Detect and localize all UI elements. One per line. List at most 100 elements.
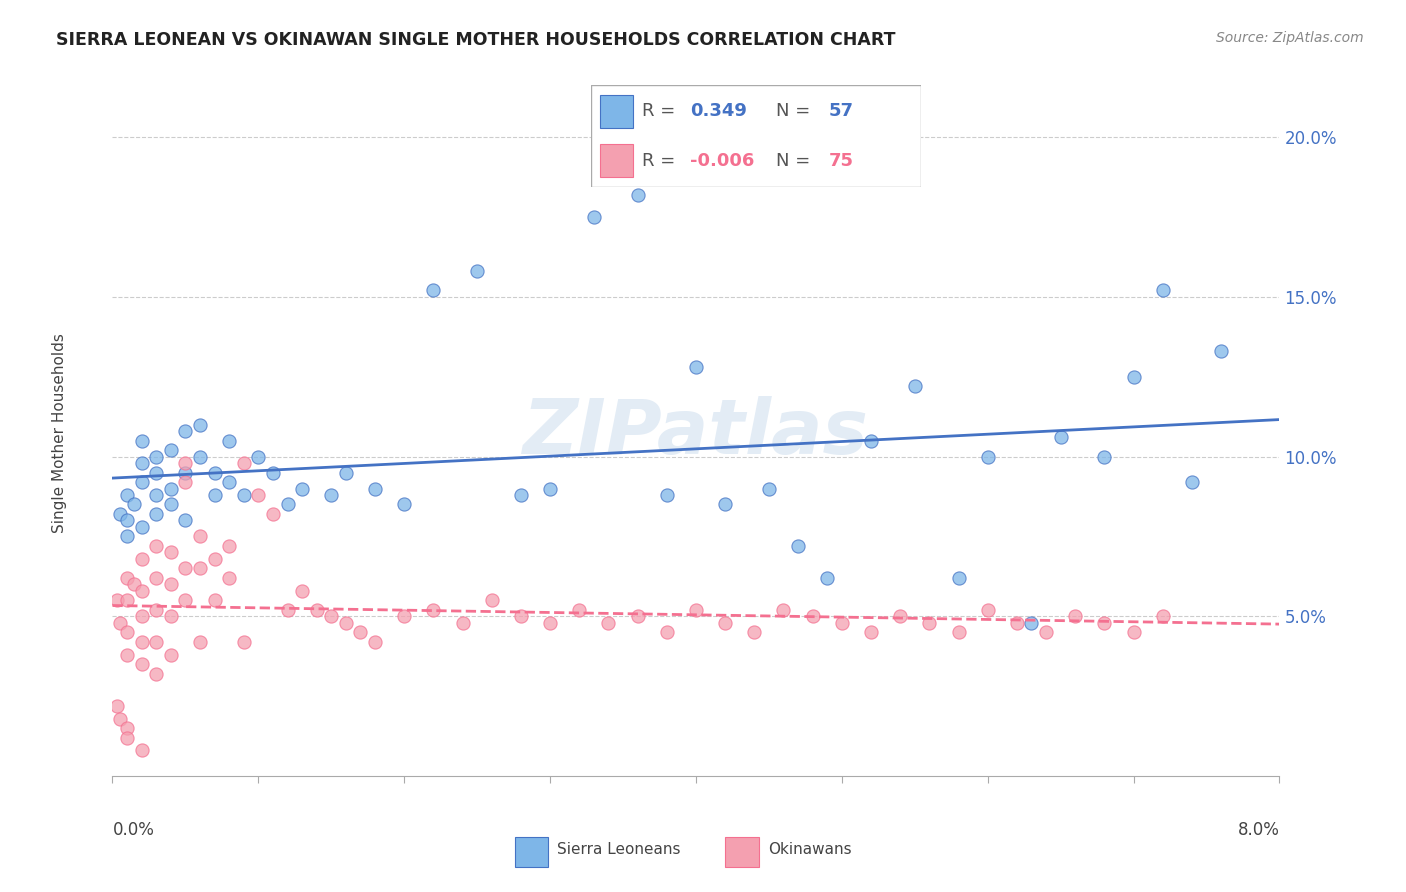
Point xyxy=(160,482,183,496)
Point xyxy=(582,210,605,224)
Point xyxy=(188,561,211,575)
Point xyxy=(218,571,240,585)
Point xyxy=(174,456,197,470)
Point xyxy=(1094,450,1116,464)
Point xyxy=(204,593,226,607)
Point xyxy=(247,450,270,464)
Point xyxy=(145,666,167,681)
Point xyxy=(598,615,620,630)
Point xyxy=(145,539,167,553)
Point xyxy=(131,635,153,649)
Point xyxy=(742,625,765,640)
Point xyxy=(160,443,183,458)
Point xyxy=(1094,615,1116,630)
Point xyxy=(131,475,153,490)
Text: SIERRA LEONEAN VS OKINAWAN SINGLE MOTHER HOUSEHOLDS CORRELATION CHART: SIERRA LEONEAN VS OKINAWAN SINGLE MOTHER… xyxy=(56,31,896,49)
Point xyxy=(108,615,131,630)
Point xyxy=(626,609,648,624)
Point xyxy=(115,648,138,662)
Point xyxy=(976,603,998,617)
Point xyxy=(758,482,780,496)
Point xyxy=(174,593,197,607)
Point xyxy=(115,529,138,543)
Point xyxy=(145,507,167,521)
Point xyxy=(626,187,648,202)
Point xyxy=(335,615,357,630)
Point xyxy=(1049,430,1071,444)
Point xyxy=(160,577,183,591)
FancyBboxPatch shape xyxy=(600,95,634,128)
Text: ZIPatlas: ZIPatlas xyxy=(523,396,869,469)
Point xyxy=(115,571,138,585)
Point xyxy=(204,488,226,502)
Point xyxy=(276,603,298,617)
Point xyxy=(131,583,153,598)
Text: 57: 57 xyxy=(828,103,853,120)
Point xyxy=(188,450,211,464)
Point xyxy=(831,615,853,630)
Point xyxy=(232,456,254,470)
Text: Single Mother Households: Single Mother Households xyxy=(52,333,67,533)
FancyBboxPatch shape xyxy=(600,145,634,177)
Point xyxy=(335,466,357,480)
Point xyxy=(108,507,131,521)
Point xyxy=(538,615,561,630)
Point xyxy=(105,593,128,607)
Point xyxy=(232,488,254,502)
Point xyxy=(918,615,941,630)
Point xyxy=(188,417,211,432)
Point xyxy=(115,513,138,527)
Point xyxy=(188,635,211,649)
Point xyxy=(131,434,153,448)
Point xyxy=(364,635,387,649)
Point xyxy=(145,603,167,617)
Point xyxy=(714,615,737,630)
Point xyxy=(105,698,128,713)
Text: R =: R = xyxy=(641,103,675,120)
Point xyxy=(145,571,167,585)
Point xyxy=(276,498,298,512)
Point xyxy=(392,609,416,624)
Point xyxy=(115,731,138,745)
Point xyxy=(174,475,197,490)
Text: Sierra Leoneans: Sierra Leoneans xyxy=(557,842,681,857)
Text: N =: N = xyxy=(776,152,810,169)
Point xyxy=(321,609,343,624)
Point xyxy=(247,488,270,502)
Point xyxy=(174,424,197,438)
Point xyxy=(451,615,474,630)
Point xyxy=(160,609,183,624)
Point xyxy=(131,520,153,534)
Point xyxy=(204,551,226,566)
Point xyxy=(291,583,314,598)
Text: 0.0%: 0.0% xyxy=(112,821,155,838)
Point xyxy=(815,571,838,585)
Point xyxy=(1064,609,1087,624)
Point xyxy=(1181,475,1204,490)
Point xyxy=(115,488,138,502)
Point xyxy=(1021,615,1043,630)
Text: N =: N = xyxy=(776,103,810,120)
Text: -0.006: -0.006 xyxy=(690,152,754,169)
Point xyxy=(321,488,343,502)
Point xyxy=(291,482,314,496)
Point xyxy=(685,360,707,375)
Point xyxy=(859,625,883,640)
Point xyxy=(422,284,444,298)
Text: Okinawans: Okinawans xyxy=(768,842,851,857)
Point xyxy=(131,657,153,672)
Point xyxy=(232,635,254,649)
Point xyxy=(1035,625,1057,640)
Point xyxy=(218,539,240,553)
Text: 8.0%: 8.0% xyxy=(1237,821,1279,838)
Point xyxy=(976,450,998,464)
Point xyxy=(1122,369,1144,384)
Point xyxy=(1209,344,1232,359)
Text: Source: ZipAtlas.com: Source: ZipAtlas.com xyxy=(1216,31,1364,45)
Point xyxy=(714,498,737,512)
Point xyxy=(904,379,927,393)
Point xyxy=(948,625,970,640)
Point xyxy=(422,603,444,617)
Point xyxy=(655,488,678,502)
Point xyxy=(145,466,167,480)
